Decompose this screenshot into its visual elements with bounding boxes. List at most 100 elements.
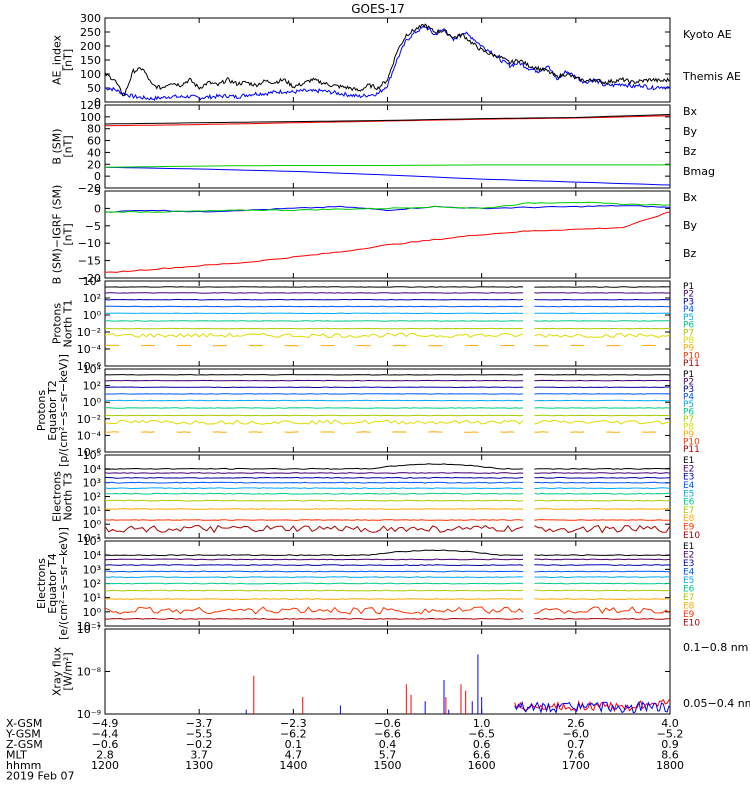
- legend-protons_t1-p11: P11: [683, 359, 700, 369]
- series-protons_t2-p6-seg-1: [534, 407, 671, 409]
- series-electrons_t3-e2-seg-1: [534, 472, 671, 474]
- ylabel-ae-0: AE_index: [51, 34, 64, 85]
- ephem-2-0: −0.6: [92, 738, 119, 751]
- ephem-2-3: 0.4: [379, 738, 397, 751]
- series-protons_t1-p1-seg-1: [534, 286, 671, 288]
- ephem-3-4: 6.6: [473, 749, 491, 762]
- legend-electrons_t3-e7: E7: [683, 506, 694, 516]
- series-electrons_t3-e4-seg-0: [104, 481, 524, 484]
- ytick-label-ae-6: 300: [80, 12, 101, 25]
- series-electrons_t3-e1-seg-0: [104, 463, 524, 470]
- legend-electrons_t3-e2: E2: [683, 464, 694, 474]
- series-dB-bz: [104, 211, 671, 273]
- series-electrons_t3-e2-seg-0: [104, 472, 524, 474]
- legend-electrons_t4-e8: E8: [683, 602, 695, 612]
- ytick-label-dB-2: −10: [78, 237, 101, 250]
- ylabel-electrons_t3-0: Electrons: [51, 471, 64, 522]
- series-protons_t1-p6-seg-0: [104, 320, 524, 322]
- ephem-3-5: 7.6: [567, 749, 585, 762]
- ephem-2-1: −0.2: [186, 738, 213, 751]
- series-electrons_t4-e9-seg-0: [104, 606, 524, 615]
- legend-electrons_t3-e8: E8: [683, 514, 695, 524]
- ytick-label-protons_t2-4: 10²: [83, 380, 101, 393]
- legend-electrons_t4-e3: E3: [683, 559, 694, 569]
- ephem-1-3: −6.6: [374, 728, 401, 741]
- series-electrons_t4-e7-seg-1: [534, 589, 671, 592]
- legend-electrons_t3-e3: E3: [683, 473, 694, 483]
- ytick-label-ae-4: 200: [80, 40, 101, 53]
- ephem-4-3: 1500: [374, 759, 402, 772]
- panel-frame-xray: [104, 628, 671, 715]
- series-protons_t2-p7-seg-0: [104, 414, 524, 417]
- ytick-label-ae-5: 250: [80, 26, 101, 39]
- series-electrons_t4-e3-seg-0: [104, 564, 524, 567]
- ytick-label-xray-2: 10⁻⁷: [77, 623, 101, 636]
- ephem-3-6: 8.6: [661, 749, 679, 762]
- ephem-4-2: 1400: [279, 759, 307, 772]
- ephem-row-label-3: MLT: [6, 749, 27, 762]
- series-protons_t2-p9-seg-1: [534, 431, 670, 433]
- series-protons_t1-p3-seg-0: [104, 298, 524, 301]
- ytick-label-electrons_t3-4: 10³: [83, 477, 101, 490]
- legend-protons_t2-p8: P8: [683, 423, 694, 433]
- ytick-label-electrons_t3-5: 10⁴: [83, 463, 102, 476]
- series-electrons_t4-e9-seg-1: [534, 606, 671, 615]
- legend-electrons_t3-e10: E10: [683, 531, 700, 541]
- series-electrons_t4-e3-seg-1: [534, 564, 671, 566]
- ytick-label-dB-0: −20: [78, 272, 101, 285]
- panel-frame-electrons_t3: [104, 454, 671, 539]
- ephem-1-5: −6.0: [562, 728, 589, 741]
- legend-protons_t2-p3: P3: [683, 385, 694, 395]
- ytick-label-dB-5: 5: [94, 185, 101, 198]
- ylabel-electrons_t4-1: Equator T4: [46, 553, 59, 613]
- ytick-label-electrons_t4-1: 10⁰: [83, 606, 102, 619]
- ephem-3-3: 5.7: [379, 749, 397, 762]
- xray-series-short: [514, 700, 670, 714]
- legend-electrons_t4-e10: E10: [683, 619, 700, 629]
- series-protons_t2-p3-seg-0: [104, 386, 524, 389]
- legend-electrons_t4-e6: E6: [683, 585, 695, 595]
- ephem-3-0: 2.8: [96, 749, 114, 762]
- series-ae-kyoto-ae: [104, 25, 671, 101]
- series-electrons_t3-e7-seg-1: [534, 499, 671, 502]
- series-b-by: [104, 164, 670, 168]
- series-electrons_t3-e9-seg-1: [534, 519, 670, 521]
- ephem-row-label-4: hhmm: [6, 759, 41, 772]
- ytick-label-protons_t1-0: 10⁻⁶: [77, 360, 102, 373]
- legend-electrons_t4-e7: E7: [683, 593, 694, 603]
- ytick-label-electrons_t4-6: 10⁵: [83, 535, 101, 548]
- legend-protons_t1-p2: P2: [683, 290, 694, 300]
- series-electrons_t3-e1-seg-1: [534, 467, 671, 470]
- panel-frame-ae: [104, 17, 671, 103]
- series-electrons_t3-e7-seg-0: [104, 499, 524, 502]
- legend-dB-2: Bz: [683, 247, 697, 260]
- ytick-label-dB-1: −15: [78, 255, 101, 268]
- series-electrons_t4-e5-seg-0: [104, 576, 524, 579]
- ytick-label-ae-1: 50: [87, 82, 101, 95]
- series-b-bx: [104, 166, 671, 186]
- ytick-label-protons_t2-1: 10⁻⁴: [77, 429, 102, 442]
- legend-dB-0: Bx: [683, 191, 698, 204]
- ylabel-b-1: [nT]: [62, 135, 75, 157]
- series-protons_t1-p4-seg-1: [534, 305, 671, 308]
- series-protons_t2-p2-seg-1: [534, 379, 670, 382]
- ephem-0-4: 1.0: [473, 717, 491, 730]
- ephem-4-1: 1300: [185, 759, 213, 772]
- panel-frame-dB: [104, 190, 671, 279]
- series-protons_t2-p6-seg-0: [105, 407, 524, 409]
- ytick-label-electrons_t4-2: 10¹: [83, 592, 101, 605]
- ephem-row-label-1: Y-GSM: [5, 728, 41, 741]
- series-electrons_t4-e8-seg-1: [534, 598, 671, 601]
- ephem-4-0: 1200: [91, 759, 119, 772]
- ephem-2-4: 0.6: [473, 738, 491, 751]
- ylabel-dB-1: [nT]: [62, 223, 75, 245]
- legend-electrons_t4-e5: E5: [683, 576, 694, 586]
- series-protons_t1-p8-seg-0: [104, 332, 524, 339]
- ytick-label-electrons_t4-0: 10⁻¹: [77, 620, 101, 633]
- series-electrons_t4-e10-seg-1: [534, 617, 671, 620]
- ytick-label-ae-0: 0: [94, 96, 101, 109]
- legend-b-3: Bmag: [683, 165, 715, 178]
- ytick-label-protons_t2-0: 10⁻⁶: [77, 446, 102, 459]
- legend-ae-0: Kyoto AE: [683, 28, 732, 41]
